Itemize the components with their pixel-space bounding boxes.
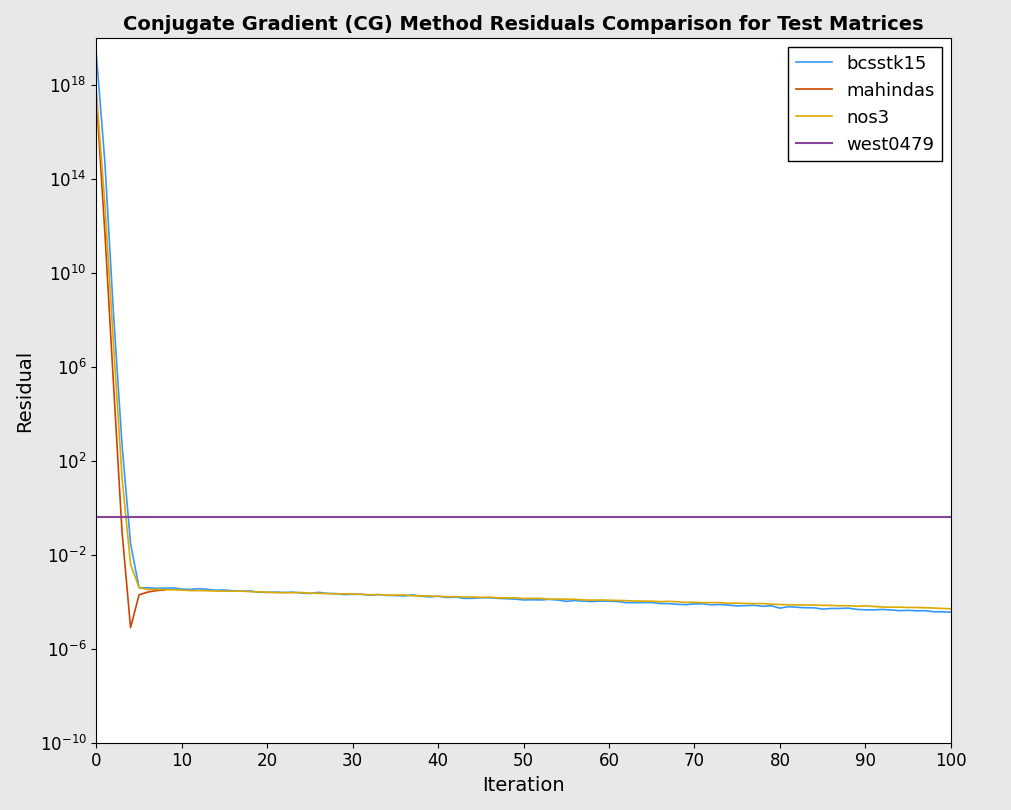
Line: mahindas: mahindas [96,97,165,628]
bcsstk15 [730,601,742,611]
mahindas [124,623,136,633]
mahindas [132,590,145,599]
mahindas [99,228,111,238]
bcsstk15 [303,589,315,599]
west0479 [150,513,162,522]
nos3 [90,87,102,97]
bcsstk15 [90,50,102,60]
nos3 [944,604,956,614]
X-axis label: Iteration: Iteration [482,776,564,795]
west0479 [483,513,495,522]
Line: bcsstk15: bcsstk15 [96,55,950,612]
Line: nos3: nos3 [96,92,950,609]
west0479 [90,513,102,522]
nos3 [603,595,615,605]
nos3 [730,599,742,608]
mahindas [107,378,119,388]
nos3 [303,588,315,598]
bcsstk15 [944,608,956,617]
west0479 [687,513,700,522]
mahindas [142,587,154,597]
Y-axis label: Residual: Residual [15,349,34,432]
bcsstk15 [150,583,162,593]
bcsstk15 [603,596,615,606]
Title: Conjugate Gradient (CG) Method Residuals Comparison for Test Matrices: Conjugate Gradient (CG) Method Residuals… [123,15,923,34]
bcsstk15 [483,593,495,603]
mahindas [116,526,128,536]
west0479 [944,513,956,522]
mahindas [90,92,102,102]
mahindas [150,586,162,595]
nos3 [687,597,700,607]
bcsstk15 [687,599,700,609]
mahindas [159,585,171,595]
nos3 [483,592,495,602]
Legend: bcsstk15, mahindas, nos3, west0479: bcsstk15, mahindas, nos3, west0479 [788,47,941,161]
west0479 [603,513,615,522]
west0479 [303,513,315,522]
nos3 [150,585,162,595]
west0479 [730,513,742,522]
